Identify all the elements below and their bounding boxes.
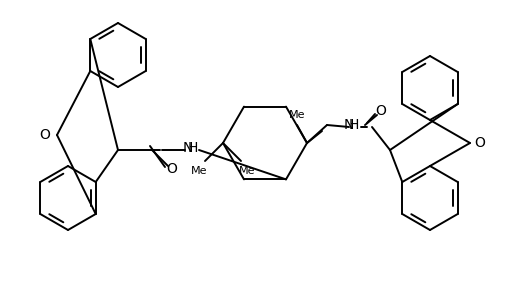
Text: N: N <box>183 141 193 155</box>
Text: O: O <box>375 104 386 118</box>
Text: O: O <box>166 162 177 176</box>
Text: H: H <box>349 118 359 132</box>
Text: O: O <box>40 128 51 142</box>
Text: O: O <box>475 136 485 150</box>
Text: Me: Me <box>239 166 255 176</box>
Text: H: H <box>188 141 198 155</box>
Text: N: N <box>344 118 354 132</box>
Text: Me: Me <box>289 110 305 120</box>
Text: Me: Me <box>191 166 208 176</box>
